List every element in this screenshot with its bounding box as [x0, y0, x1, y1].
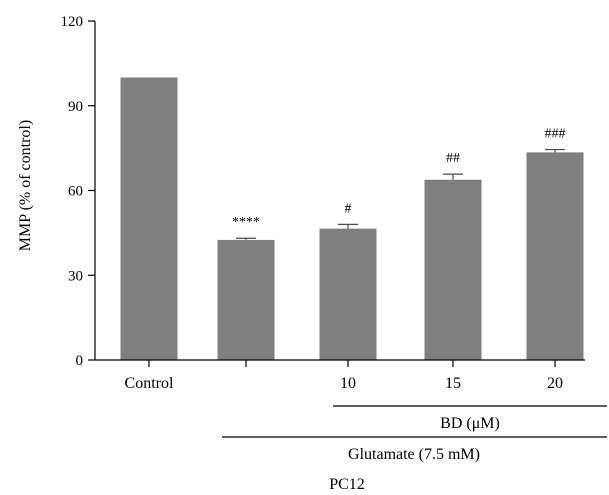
significance-label-2: #	[345, 201, 352, 216]
y-ticks: 0 30 60 90 120	[61, 14, 95, 369]
y-axis-label: MMP (% of control)	[17, 120, 34, 251]
significance-label-4: ###	[545, 127, 566, 142]
bar-1	[217, 239, 275, 360]
y-tick-label-30: 30	[68, 268, 83, 284]
y-tick-label-120: 120	[61, 14, 84, 30]
significance-layer: ****######	[232, 127, 566, 231]
x-tick-label-0: Control	[125, 375, 174, 392]
bar-4	[526, 152, 584, 360]
x-tick-label-4: 20	[547, 375, 563, 392]
significance-label-1: ****	[232, 215, 260, 230]
x-tick-label-3: 15	[445, 375, 461, 392]
error-bars-layer	[236, 148, 565, 240]
group-label-glutamate: Glutamate (7.5 mM)	[348, 446, 480, 463]
y-tick-label-60: 60	[68, 184, 83, 200]
x-ticks: Control 10 15 20	[125, 360, 563, 392]
x-tick-label-2: 10	[340, 375, 356, 392]
bars-layer	[120, 77, 584, 360]
group-labels: BD (μM) Glutamate (7.5 mM) PC12	[222, 405, 607, 493]
bar-3	[424, 179, 482, 360]
bar-0	[120, 77, 178, 360]
y-tick-label-0: 0	[76, 353, 84, 369]
group-label-pc12: PC12	[329, 476, 365, 493]
bar-2	[319, 228, 377, 360]
significance-label-3: ##	[446, 151, 460, 166]
y-tick-label-90: 90	[68, 99, 83, 115]
group-label-bd: BD (μM)	[440, 415, 500, 432]
